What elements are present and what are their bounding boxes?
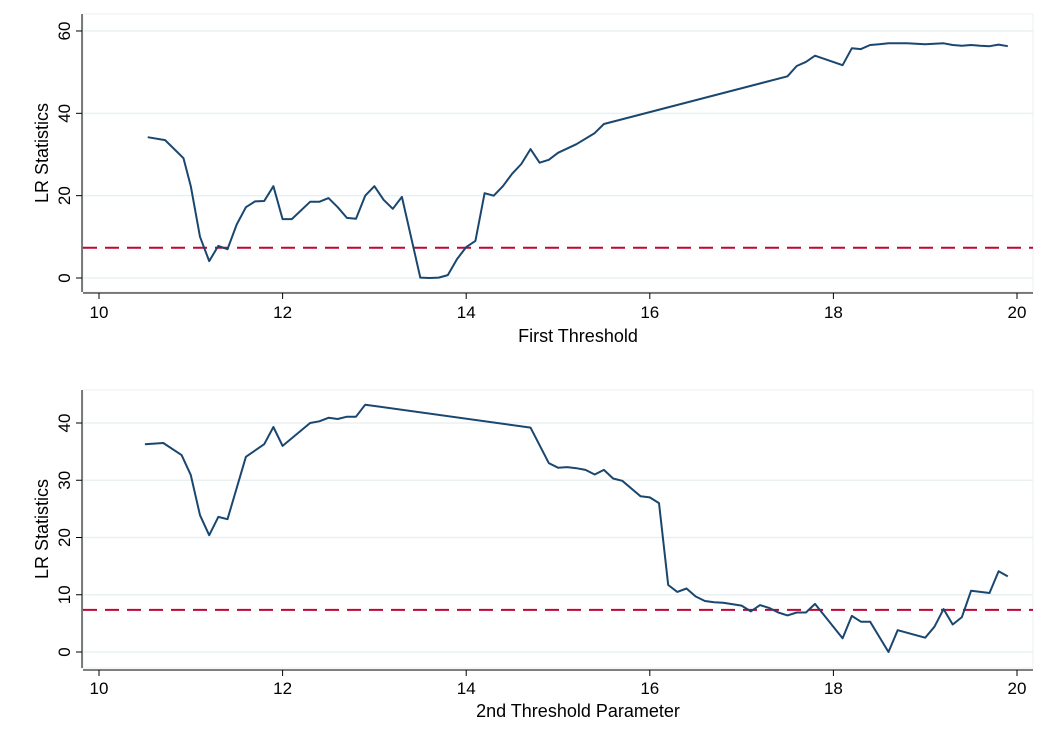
y-tick-label: 20 [55, 186, 74, 205]
y-tick-label: 20 [55, 528, 74, 547]
x-tick-label: 10 [90, 303, 109, 322]
y-tick-label: 10 [55, 585, 74, 604]
y-tick-label: 0 [55, 647, 74, 656]
chart-panel-2: 0 10 20 30 40 10 12 14 16 18 20 2nd Threshold Param… [32, 390, 1033, 721]
y-tick-label: 0 [55, 273, 74, 282]
x-tick-label: 16 [640, 303, 659, 322]
x-tick-label: 18 [824, 303, 843, 322]
x-tick-label: 14 [457, 303, 476, 322]
x-tick-label: 12 [273, 679, 292, 698]
y-tick-label: 60 [55, 22, 74, 41]
x-tick-label: 10 [90, 679, 109, 698]
y-tick-label: 40 [55, 104, 74, 123]
y-axis-title: LR Statistics [32, 479, 52, 579]
x-tick-label: 20 [1008, 303, 1027, 322]
x-tick-label: 18 [824, 679, 843, 698]
plot-region [83, 390, 1033, 668]
y-axis-title: LR Statistics [32, 103, 52, 203]
chart-panel-1: 0 20 40 60 10 12 14 16 18 20 First Threshold LR Sta… [32, 14, 1033, 346]
x-axis-title: 2nd Threshold Parameter [476, 701, 680, 721]
x-tick-label: 20 [1008, 679, 1027, 698]
y-tick-label: 40 [55, 414, 74, 433]
y-tick-label: 30 [55, 471, 74, 490]
x-tick-label: 12 [273, 303, 292, 322]
x-tick-label: 14 [457, 679, 476, 698]
x-axis-title: First Threshold [518, 326, 638, 346]
x-tick-label: 16 [640, 679, 659, 698]
